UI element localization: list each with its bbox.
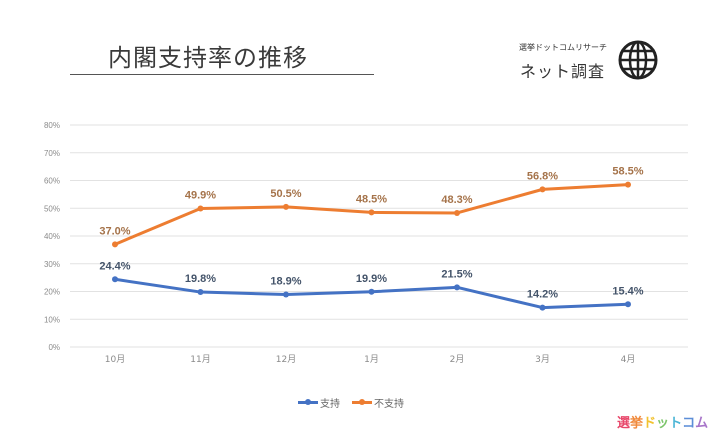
y-tick-label: 70%: [44, 149, 60, 158]
logo-char: 選: [617, 416, 631, 431]
legend-item-support: 支持: [298, 395, 340, 410]
data-label: 58.5%: [612, 166, 643, 178]
logo-char: コ: [682, 416, 696, 431]
legend-marker: [359, 399, 365, 405]
brand-subtitle: 選挙ドットコムリサーチ: [519, 43, 607, 52]
data-label: 21.5%: [441, 268, 472, 280]
legend-label-support: 支持: [320, 399, 340, 410]
data-label: 48.3%: [441, 194, 472, 206]
x-tick-label: 1月: [364, 354, 379, 365]
legend-marker: [305, 399, 311, 405]
logo-char: 挙: [630, 416, 644, 431]
data-label: 19.8%: [185, 273, 216, 285]
y-tick-label: 60%: [44, 177, 60, 186]
data-label: 56.8%: [527, 170, 558, 182]
data-point: [283, 291, 289, 298]
legend-item-nonsupport: 不支持: [352, 395, 404, 410]
y-tick-label: 40%: [44, 232, 60, 241]
data-label: 19.9%: [356, 273, 387, 285]
data-label: 37.0%: [99, 225, 130, 237]
data-point: [197, 205, 204, 212]
data-label: 50.5%: [270, 188, 301, 200]
logo-char: ッ: [656, 416, 670, 431]
globe-icon: [618, 40, 658, 80]
y-tick-label: 30%: [44, 260, 60, 269]
y-tick-label: 0%: [48, 343, 60, 352]
legend-label-nonsupport: 不支持: [374, 399, 404, 410]
data-label: 49.9%: [185, 190, 216, 202]
legend-swatch-support: [298, 399, 318, 405]
data-point: [112, 241, 118, 248]
logo-char: ド: [643, 416, 657, 431]
data-point: [625, 301, 631, 308]
data-label: 15.4%: [612, 285, 643, 297]
y-tick-label: 20%: [44, 288, 60, 297]
data-point: [539, 304, 546, 311]
data-label: 24.4%: [99, 260, 130, 272]
site-logo: 選挙ドットコム: [617, 412, 708, 431]
legend-swatch-nonsupport: [352, 399, 372, 405]
data-point: [112, 276, 118, 283]
logo-char: ム: [695, 416, 709, 431]
data-point: [625, 181, 631, 188]
x-tick-label: 4月: [621, 354, 636, 365]
x-tick-label: 12月: [276, 354, 296, 365]
y-tick-label: 10%: [44, 315, 60, 324]
data-point: [454, 284, 460, 291]
x-tick-label: 10月: [105, 354, 125, 365]
logo-char: ト: [669, 416, 683, 431]
data-label: 48.5%: [356, 193, 387, 205]
data-point: [539, 186, 546, 193]
data-point: [368, 288, 375, 295]
data-point: [283, 203, 289, 210]
y-tick-label: 80%: [44, 121, 60, 130]
x-tick-label: 11月: [190, 354, 210, 365]
data-point: [454, 209, 460, 216]
data-label: 18.9%: [270, 276, 301, 288]
page-title: 内閣支持率の推移: [108, 44, 308, 72]
data-point: [197, 289, 204, 296]
x-tick-label: 2月: [450, 354, 465, 365]
chart-legend: 支持 不支持: [298, 395, 410, 410]
brand-title: ネット調査: [520, 62, 606, 81]
y-tick-label: 50%: [44, 204, 60, 213]
x-tick-label: 3月: [535, 354, 550, 365]
data-label: 14.2%: [527, 289, 558, 301]
title-underline: [70, 74, 374, 75]
data-point: [368, 209, 375, 216]
